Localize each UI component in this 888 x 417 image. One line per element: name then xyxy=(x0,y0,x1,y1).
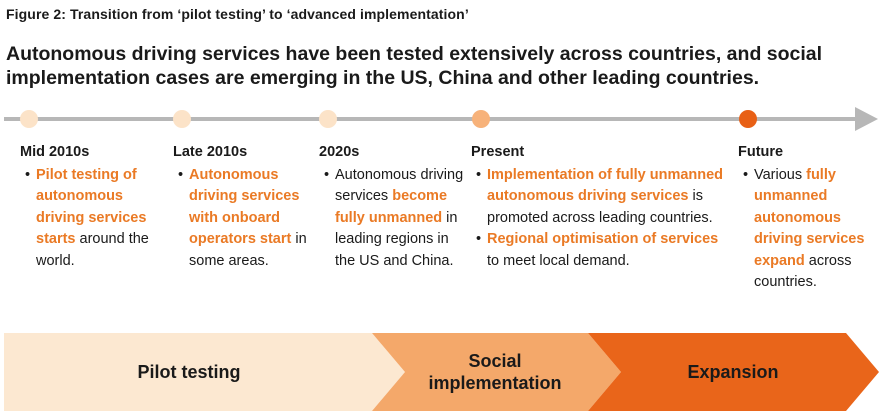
phase-shape-2 xyxy=(372,333,621,411)
stage-bullets: Autonomous driving services with onboard… xyxy=(173,165,321,273)
stage-bullets: Autonomous driving services become fully… xyxy=(319,165,471,273)
body-text: in leading regions in the US and China. xyxy=(335,209,458,269)
timeline xyxy=(0,100,888,140)
stage-title: Late 2010s xyxy=(173,144,248,160)
timeline-dot-2020s xyxy=(319,110,337,128)
stage-bullets: Implementation of fully unmanned autonom… xyxy=(471,165,733,273)
body-text: in some areas. xyxy=(189,231,307,269)
phase-label-social-implementation: Social implementation xyxy=(428,351,562,393)
highlight-text: Regional optimisation of services xyxy=(487,231,719,247)
stage-late-2010s: Late 2010s Autonomous driving services w… xyxy=(173,142,321,272)
timeline-dot-mid-2010s xyxy=(20,110,38,128)
stage-bullet: Implementation of fully unmanned autonom… xyxy=(471,165,733,230)
phase-label-pilot-testing: Pilot testing xyxy=(137,362,241,382)
timeline-graphic xyxy=(4,107,878,131)
stage-title: 2020s xyxy=(319,144,360,160)
highlight-text: Pilot testing of autonomous driving serv… xyxy=(36,166,147,248)
timeline-dot-late-2010s xyxy=(173,110,191,128)
phase-bar-graphic xyxy=(4,333,879,411)
body-text: across countries. xyxy=(754,252,852,291)
headline: Autonomous driving services have been te… xyxy=(6,43,823,89)
stage-bullets: Various fully unmanned autonomous drivin… xyxy=(738,165,884,294)
stage-bullets: Pilot testing of autonomous driving serv… xyxy=(20,165,170,273)
stage-future: Future Various fully unmanned autonomous… xyxy=(738,142,884,294)
timeline-dot-present xyxy=(472,110,490,128)
body-text: Various xyxy=(754,166,807,183)
phase-label-expansion: Expansion xyxy=(687,362,779,382)
stage-title: Mid 2010s xyxy=(20,144,90,160)
stage-title: Future xyxy=(738,144,784,160)
stage-bullet: Autonomous driving services with onboard… xyxy=(173,165,321,273)
phase-bar: Pilot testing Social implementation Expa… xyxy=(0,333,888,411)
timeline-dot-future xyxy=(739,110,757,128)
highlight-text: Autonomous driving services with onboard… xyxy=(189,166,300,248)
body-text: around the world. xyxy=(36,231,149,269)
stage-bullet: Pilot testing of autonomous driving serv… xyxy=(20,165,170,273)
body-text: to meet local demand. xyxy=(487,252,630,269)
stage-bullet: Autonomous driving services become fully… xyxy=(319,165,471,273)
highlight-text: Implementation of fully unmanned autonom… xyxy=(487,166,724,205)
body-text: is promoted across leading countries. xyxy=(487,188,713,226)
stage-present: Present Implementation of fully unmanned… xyxy=(471,142,733,272)
stage-bullet: Various fully unmanned autonomous drivin… xyxy=(738,165,884,294)
stage-title: Present xyxy=(471,144,525,160)
timeline-arrow-head xyxy=(855,107,878,131)
stage-2020s: 2020s Autonomous driving services become… xyxy=(319,142,471,272)
phase-shape-1 xyxy=(4,333,405,411)
stage-mid-2010s: Mid 2010s Pilot testing of autonomous dr… xyxy=(20,142,170,272)
body-text: Autonomous driving services xyxy=(335,166,464,205)
phase-shape-3 xyxy=(588,333,879,411)
highlight-text: fully unmanned autonomous driving servic… xyxy=(754,166,865,269)
stage-bullet: Regional optimisation of services to mee… xyxy=(471,229,733,272)
highlight-text: become fully unmanned xyxy=(335,188,448,226)
figure-caption: Figure 2: Transition from ‘pilot testing… xyxy=(6,6,469,22)
